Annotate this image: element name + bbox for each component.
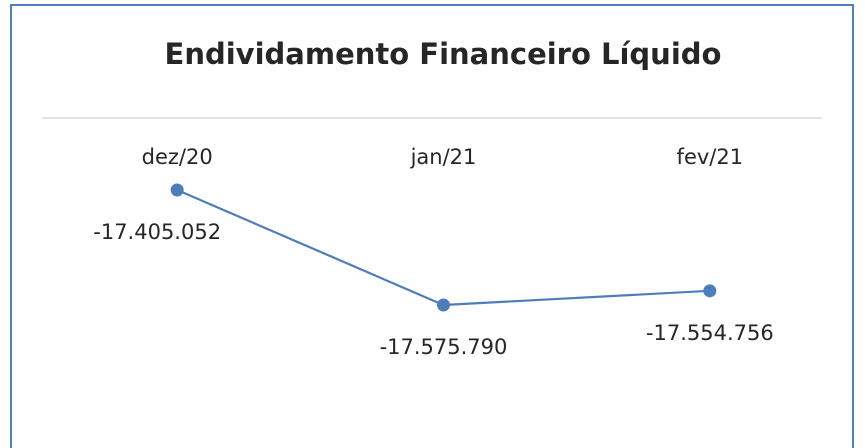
category-label: dez/20 [142, 145, 213, 169]
data-label: -17.405.052 [93, 220, 221, 244]
point [170, 183, 184, 197]
data-label: -17.575.790 [380, 335, 508, 359]
chart-title: Endividamento Financeiro Líquido [165, 37, 722, 71]
point [437, 298, 450, 312]
category-label: fev/21 [677, 145, 744, 169]
category-label: jan/21 [410, 145, 477, 169]
data-label: -17.554.756 [646, 321, 774, 345]
chart-frame [10, 4, 854, 448]
point [703, 284, 717, 298]
